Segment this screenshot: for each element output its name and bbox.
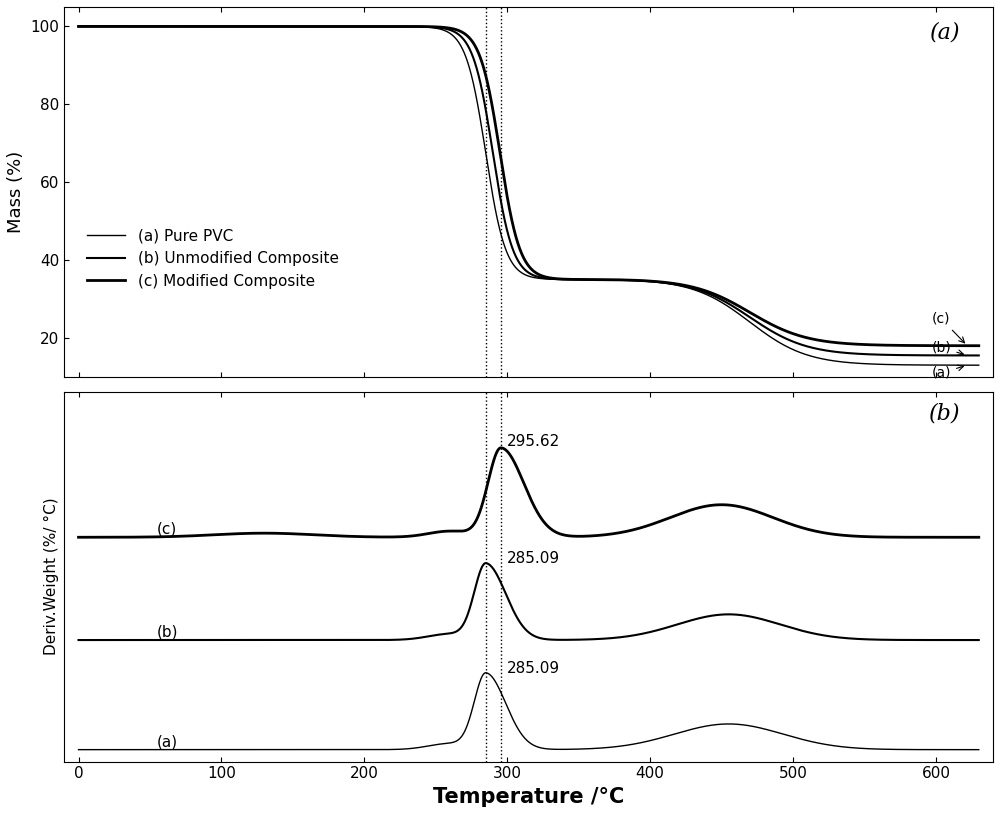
Text: 295.62: 295.62 — [507, 435, 560, 449]
Legend: (a) Pure PVC, (b) Unmodified Composite, (c) Modified Composite: (a) Pure PVC, (b) Unmodified Composite, … — [81, 222, 345, 295]
Text: (b): (b) — [157, 624, 179, 640]
Y-axis label: Mass (%): Mass (%) — [7, 151, 25, 233]
Text: 285.09: 285.09 — [507, 661, 560, 676]
Text: (c): (c) — [157, 522, 177, 537]
Text: (b): (b) — [932, 340, 963, 356]
Text: 285.09: 285.09 — [507, 551, 560, 566]
Text: (a): (a) — [932, 365, 963, 380]
X-axis label: Temperature /°C: Temperature /°C — [433, 787, 624, 807]
Text: (c): (c) — [932, 312, 965, 343]
Y-axis label: Deriv.Weight (%/ °C): Deriv.Weight (%/ °C) — [44, 498, 59, 655]
Text: (a): (a) — [930, 22, 961, 44]
Text: (b): (b) — [929, 403, 961, 425]
Text: (a): (a) — [157, 734, 178, 749]
